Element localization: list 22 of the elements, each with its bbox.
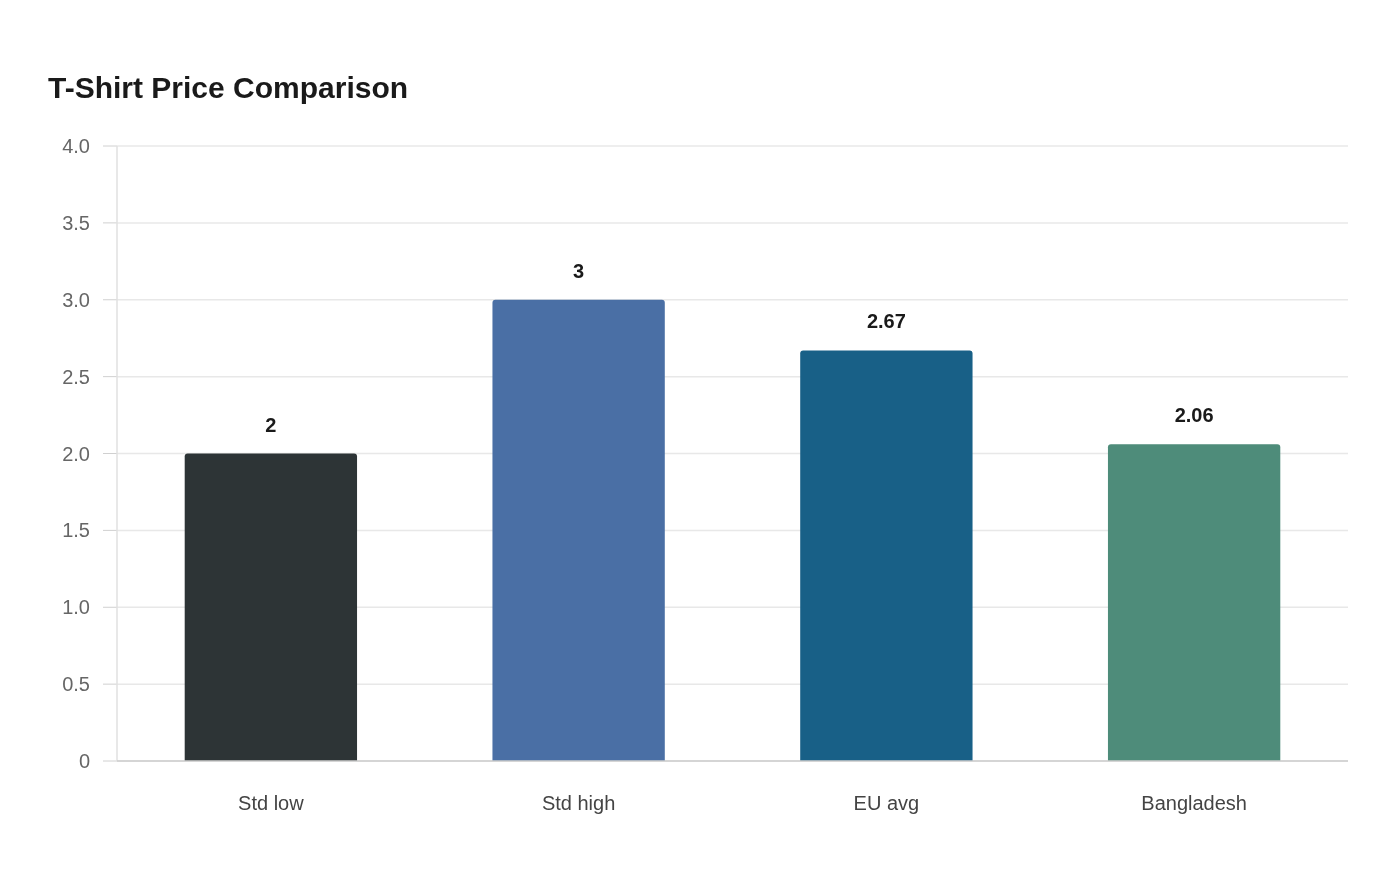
data-label: 3 xyxy=(573,259,585,282)
y-tick-label: 1.0 xyxy=(62,596,90,619)
y-tick-label: 2.5 xyxy=(62,365,90,388)
y-tick-label: 4.0 xyxy=(62,135,90,157)
y-tick-label: 2.0 xyxy=(62,442,90,465)
data-label: 2 xyxy=(265,413,277,436)
data-label: 2.06 xyxy=(1174,404,1214,427)
x-tick-label: Bangladesh xyxy=(1141,792,1247,814)
chart-title: T-Shirt Price Comparison xyxy=(48,71,409,104)
y-tick-label: 3.0 xyxy=(62,288,90,311)
bar xyxy=(492,299,665,761)
x-tick-label: EU avg xyxy=(853,792,920,814)
bar xyxy=(184,453,358,761)
y-tick-label: 0.5 xyxy=(62,673,90,696)
y-tick-label: 0 xyxy=(78,750,90,772)
bar xyxy=(800,350,973,761)
x-tick-label: Std high xyxy=(541,792,616,814)
data-label: 2.67 xyxy=(866,310,906,333)
y-tick-label: 1.5 xyxy=(62,519,90,542)
y-tick-label: 3.5 xyxy=(62,211,90,234)
bar xyxy=(1107,444,1281,761)
x-tick-label: Std low xyxy=(238,792,305,814)
